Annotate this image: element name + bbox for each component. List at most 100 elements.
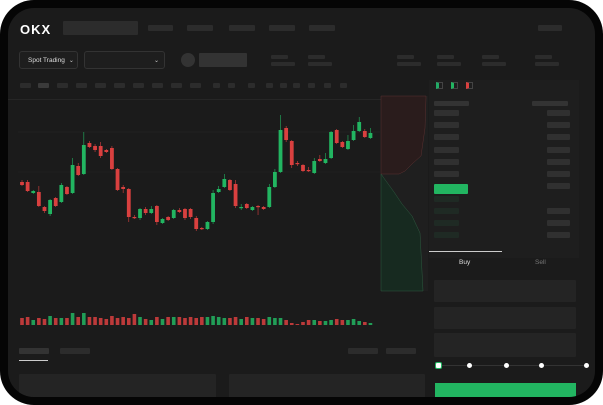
candle-body — [228, 180, 232, 190]
volume-bar — [267, 317, 272, 325]
candle-body — [284, 128, 289, 140]
nav-item-4[interactable] — [269, 25, 295, 31]
candle — [70, 158, 75, 194]
slider-mark-100[interactable] — [584, 363, 589, 368]
amount-input[interactable] — [434, 307, 576, 329]
volume-bar — [301, 322, 305, 325]
candle-body — [346, 141, 350, 149]
slider-handle[interactable] — [435, 362, 442, 369]
nav-item-3[interactable] — [229, 25, 255, 31]
chart-tool-icon[interactable] — [324, 83, 331, 88]
chart-tool-icon[interactable] — [280, 83, 287, 88]
ask-amount — [547, 159, 570, 165]
candle — [244, 203, 249, 209]
book-bids-icon[interactable] — [451, 82, 458, 89]
candle-body — [233, 184, 238, 206]
candle — [87, 141, 92, 148]
timeframe-button[interactable] — [38, 83, 49, 88]
tab-buy[interactable]: Buy — [459, 259, 471, 266]
nav-item-6[interactable] — [538, 25, 562, 31]
timeframe-button[interactable] — [171, 83, 182, 88]
bottom-action-2[interactable] — [386, 348, 416, 354]
candle — [154, 205, 159, 225]
volume-bar — [31, 320, 36, 325]
timeframe-button[interactable] — [76, 83, 87, 88]
ask-amount — [547, 147, 570, 153]
positions-panel — [229, 374, 425, 397]
candle — [250, 206, 255, 211]
candle-body — [48, 200, 52, 214]
slider-mark-25[interactable] — [467, 363, 472, 368]
candle — [340, 141, 345, 148]
timeframe-button[interactable] — [190, 83, 201, 88]
chart-tool-icon[interactable] — [293, 83, 300, 88]
candle — [228, 179, 232, 191]
stat-value — [271, 62, 295, 66]
timeframe-button[interactable] — [133, 83, 144, 88]
bid-price — [434, 232, 459, 238]
candle — [301, 164, 305, 172]
timeframe-button[interactable] — [152, 83, 163, 88]
candle-body — [126, 189, 131, 217]
stat-value — [308, 62, 332, 66]
candle-body — [183, 209, 187, 218]
book-asks-icon[interactable] — [466, 82, 473, 89]
chart-tool-icon[interactable] — [228, 83, 235, 88]
chart-tool-icon[interactable] — [213, 83, 220, 88]
candle — [362, 129, 367, 138]
depth-ask-area — [380, 95, 427, 175]
slider-track[interactable] — [438, 365, 588, 366]
volume-bar — [37, 318, 41, 325]
candle — [278, 115, 283, 173]
candle — [273, 169, 277, 188]
candle — [48, 199, 52, 216]
total-input[interactable] — [434, 333, 576, 357]
market-dropdown[interactable]: Spot Trading ⌄ — [19, 51, 78, 69]
candle — [126, 188, 131, 222]
volume-bar — [306, 320, 311, 325]
slider-mark-75[interactable] — [539, 363, 544, 368]
pair-dropdown[interactable]: ⌄ — [84, 51, 165, 69]
search-placeholder[interactable] — [63, 21, 138, 35]
timeframe-button[interactable] — [20, 83, 31, 88]
book-both-icon[interactable] — [436, 82, 443, 89]
volume-bar — [318, 321, 322, 325]
nav-item-1[interactable] — [148, 25, 173, 31]
ask-amount — [547, 110, 570, 116]
candle — [121, 185, 126, 193]
buy-button[interactable] — [435, 383, 576, 397]
candle — [329, 131, 333, 159]
candle — [211, 190, 215, 224]
candle-body — [154, 206, 159, 222]
candle — [20, 180, 24, 186]
candle — [171, 209, 176, 219]
bid-amount — [547, 220, 570, 226]
tab-sell[interactable]: Sell — [535, 259, 546, 266]
chart-tool-icon[interactable] — [340, 83, 347, 88]
bid-price — [434, 196, 459, 202]
nav-item-5[interactable] — [309, 25, 335, 31]
candle — [160, 218, 165, 224]
bottom-action-1[interactable] — [348, 348, 378, 354]
candle-body — [70, 165, 75, 193]
chart-tool-icon[interactable] — [308, 83, 315, 88]
chart-tool-icon[interactable] — [266, 83, 273, 88]
chart-tool-icon[interactable] — [248, 83, 255, 88]
market-dropdown-label: Spot Trading — [28, 56, 65, 64]
volume-bar — [155, 317, 159, 325]
tab-underline — [429, 251, 502, 252]
volume-bar — [53, 318, 58, 325]
tab-history[interactable] — [60, 348, 90, 354]
nav-item-2[interactable] — [187, 25, 213, 31]
candle-body — [98, 146, 103, 156]
timeframe-button[interactable] — [95, 83, 106, 88]
candlestick-chart[interactable] — [8, 8, 428, 338]
timeframe-button[interactable] — [57, 83, 68, 88]
timeframe-button[interactable] — [114, 83, 125, 88]
candle — [36, 186, 41, 207]
price-input[interactable] — [434, 280, 576, 302]
slider-mark-50[interactable] — [504, 363, 509, 368]
tab-open-orders[interactable] — [19, 348, 49, 354]
candle — [42, 206, 47, 213]
volume-bar — [70, 313, 75, 325]
